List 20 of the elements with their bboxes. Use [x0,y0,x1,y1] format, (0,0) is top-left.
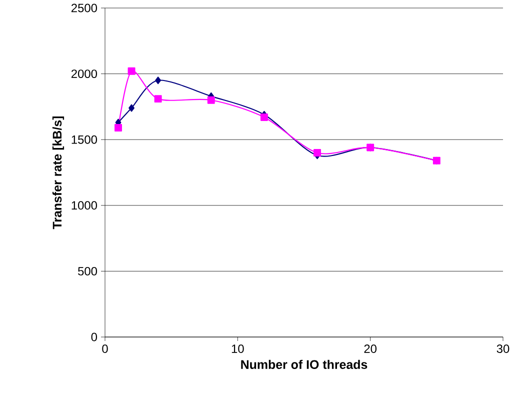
y-tick-label: 1500 [72,135,98,144]
y-tick-label: 500 [78,266,98,276]
x-tick-label: 20 [364,344,377,353]
point [155,76,162,84]
point [114,124,122,132]
y-tick-label: 1000 [72,201,98,210]
y-tick-label: 2500 [71,4,98,12]
x-tick-label: 30 [496,344,510,353]
point [128,104,134,112]
x-tick-label: 10 [232,344,244,353]
point [314,149,322,156]
y-axis-title: Transfer rate [kB/s] [52,116,64,230]
x-axis-title: Number of IO threads [241,360,368,369]
x-tick-label: 0 [102,344,108,353]
y-tick-label: 0 [91,332,98,342]
point [128,67,136,75]
point [260,113,268,121]
point [207,96,215,104]
point [154,95,162,103]
y-tick-label: 2000 [71,70,98,78]
